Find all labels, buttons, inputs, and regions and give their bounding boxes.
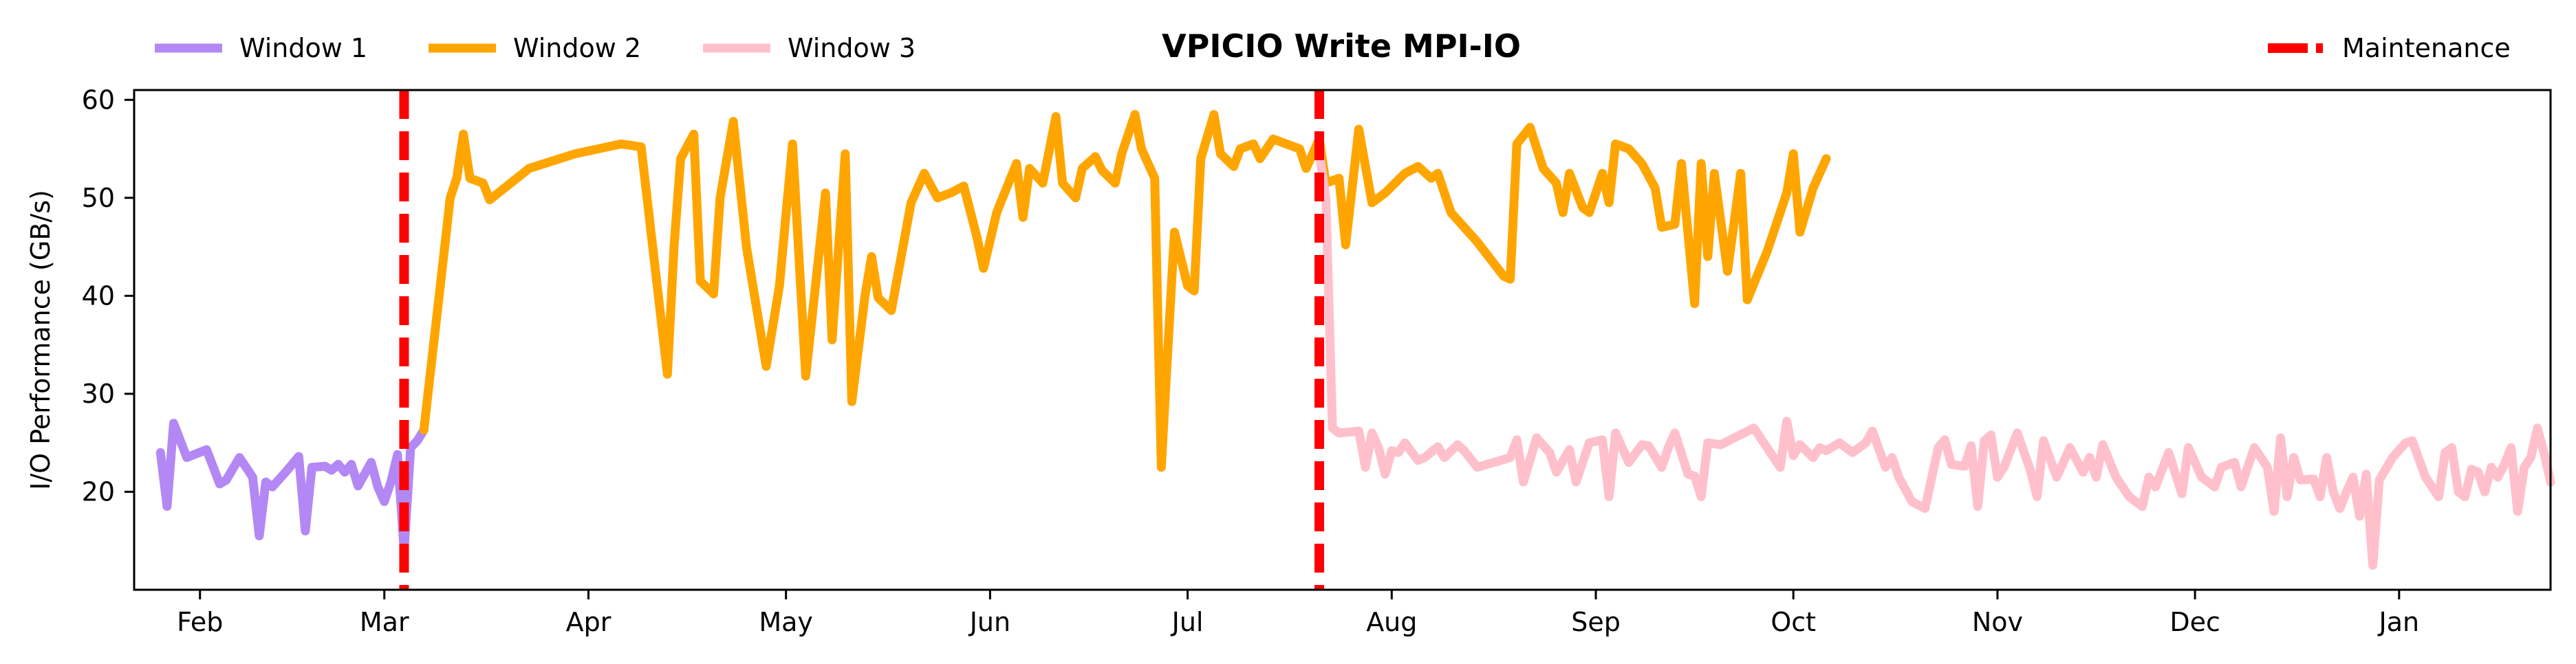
x-tick-label: Apr [566,607,611,637]
y-tick-label: 30 [82,379,115,409]
y-axis-title: I/O Performance (GB/s) [25,190,56,490]
axes-frame [133,89,2552,591]
x-axis: Feb Mar Apr May Jun Jul Aug Sep Oct Nov Dec Jan [177,590,2419,637]
legend-label-3: Window 3 [788,33,916,63]
x-tick-label: May [759,607,813,637]
legend-series: Window 1 Window 2 Window 3 [155,33,916,63]
y-tick-label: 40 [82,280,115,311]
x-tick-label: Jul [1171,607,1204,637]
x-tick-label: Sep [1571,607,1621,637]
x-tick-label: Jun [968,607,1010,637]
x-tick-label: Aug [1366,607,1417,637]
x-tick-label: Oct [1771,607,1816,637]
x-tick-label: Mar [360,607,409,637]
y-tick-label: 60 [82,85,115,115]
y-axis: 20 30 40 50 60 [82,85,134,507]
legend-label-maintenance: Maintenance [2342,33,2511,63]
plot-area [155,110,2555,570]
series-line-3 [1314,149,2555,570]
chart-title: VPICIO Write MPI-IO [1162,27,1521,65]
legend-maintenance: Maintenance [2268,33,2511,63]
series-line-2 [419,110,1831,472]
legend-label-1: Window 1 [239,33,367,63]
y-tick-label: 50 [82,183,115,213]
x-tick-label: Dec [2169,607,2220,637]
x-tick-label: Nov [1972,607,2023,637]
series-line-1 [155,419,429,555]
y-tick-label: 20 [82,476,115,507]
legend-label-2: Window 2 [513,33,641,63]
x-tick-label: Jan [2378,607,2420,637]
x-tick-label: Feb [177,607,223,637]
maintenance-lines [399,90,1324,590]
